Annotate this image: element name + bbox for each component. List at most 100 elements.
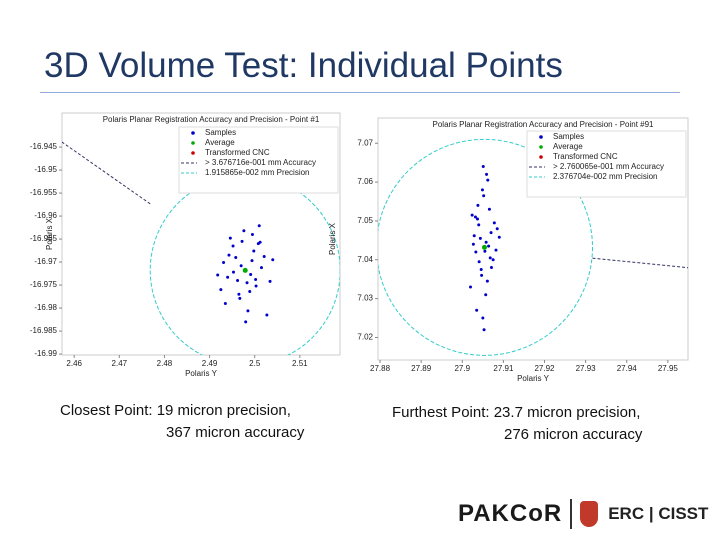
data-point	[473, 215, 477, 219]
x-tick-label: 27.88	[370, 364, 391, 373]
x-tick-label: 27.91	[493, 364, 514, 373]
data-point	[234, 255, 238, 259]
legend-marker	[191, 141, 195, 145]
data-point	[480, 188, 484, 192]
slide-title: 3D Volume Test: Individual Points	[44, 46, 563, 85]
data-point	[489, 231, 493, 235]
data-point	[469, 285, 473, 289]
data-point	[231, 270, 235, 274]
data-point	[471, 242, 475, 246]
data-point	[219, 288, 223, 292]
data-point	[497, 235, 501, 239]
x-tick-label: 27.92	[534, 364, 555, 373]
data-point	[477, 260, 481, 264]
y-tick-label: 7.04	[357, 255, 373, 264]
data-point	[492, 221, 496, 225]
data-point	[484, 240, 488, 244]
data-point	[262, 255, 266, 259]
data-point	[475, 308, 479, 312]
y-tick-label: -16.98	[34, 303, 57, 312]
data-point	[216, 273, 220, 277]
data-point	[479, 267, 483, 271]
charts: Polaris Planar Registration Accuracy and…	[30, 112, 689, 383]
data-point	[484, 293, 488, 297]
caption: Furthest Point: 23.7 micron precision, 27…	[392, 402, 642, 446]
data-point	[482, 194, 486, 198]
logo-text: PAKCoR	[458, 500, 563, 527]
logo-text: ERC | CISST	[608, 504, 709, 523]
y-tick-label: 7.06	[357, 177, 373, 186]
legend-marker	[191, 131, 195, 135]
data-point	[472, 234, 476, 238]
y-tick-label: 7.07	[357, 138, 373, 147]
y-tick-label: -16.975	[30, 280, 58, 289]
y-tick-label: -16.96	[34, 211, 57, 220]
data-point	[240, 239, 244, 243]
data-point	[491, 258, 495, 262]
caption-line: Closest Point: 19 micron precision,	[60, 402, 291, 419]
data-point	[271, 258, 275, 262]
x-tick-label: 2.51	[292, 359, 308, 368]
chart-title: Polaris Planar Registration Accuracy and…	[433, 120, 655, 129]
caption-line: 276 micron accuracy	[504, 426, 643, 443]
data-point	[239, 264, 243, 268]
data-point	[488, 256, 492, 260]
data-point	[482, 328, 486, 332]
x-tick-label: 2.47	[112, 359, 128, 368]
data-point	[486, 178, 490, 182]
data-point	[495, 227, 499, 231]
x-axis-label: Polaris Y	[517, 374, 550, 383]
plot-area	[378, 138, 688, 356]
legend-label: Samples	[205, 128, 236, 137]
annotation: 1.915865e-002 mm Precision	[205, 168, 310, 177]
x-axis-label: Polaris Y	[185, 369, 218, 378]
data-point	[265, 313, 269, 317]
y-tick-label: -16.945	[30, 142, 58, 151]
data-point	[489, 266, 493, 270]
data-point	[236, 278, 240, 282]
x-tick-label: 27.9	[454, 364, 470, 373]
data-point	[242, 267, 248, 273]
y-tick-label: 7.05	[357, 216, 373, 225]
chart-title: Polaris Planar Registration Accuracy and…	[103, 115, 320, 124]
data-point	[477, 223, 481, 227]
y-tick-label: -16.985	[30, 326, 58, 335]
data-point	[476, 203, 480, 207]
legend-marker	[539, 145, 543, 149]
data-point	[248, 290, 252, 294]
data-point	[483, 249, 487, 253]
caption-line: Furthest Point: 23.7 micron precision,	[392, 404, 641, 421]
logo-divider	[570, 499, 573, 529]
data-point	[238, 296, 242, 300]
data-point	[246, 309, 250, 313]
data-point	[487, 244, 491, 248]
data-point	[231, 244, 235, 248]
data-point	[481, 165, 485, 169]
data-point	[254, 278, 258, 282]
data-point	[258, 240, 262, 244]
data-point	[227, 253, 231, 257]
data-point	[249, 272, 253, 276]
data-point	[257, 224, 261, 228]
data-point	[487, 207, 491, 211]
y-tick-label: 7.03	[357, 294, 373, 303]
data-point	[478, 236, 482, 240]
legend-label: Average	[205, 138, 235, 147]
x-tick-label: 27.94	[617, 364, 638, 373]
logo: PAKCoR ERC | CISST	[458, 497, 708, 531]
y-tick-label: -16.99	[34, 349, 57, 358]
x-tick-label: 2.48	[157, 359, 173, 368]
annotation: 2.376704e-002 mm Precision	[553, 172, 658, 181]
data-point	[226, 275, 230, 279]
data-point	[245, 281, 249, 285]
data-point	[475, 217, 479, 221]
legend-marker	[191, 151, 195, 155]
legend-box	[178, 126, 339, 194]
data-point	[228, 236, 232, 240]
precision-circle	[378, 138, 593, 356]
y-tick-label: -16.955	[30, 188, 58, 197]
legend-label: Samples	[553, 132, 584, 141]
data-point	[252, 249, 256, 253]
legend-label: Average	[553, 142, 583, 151]
